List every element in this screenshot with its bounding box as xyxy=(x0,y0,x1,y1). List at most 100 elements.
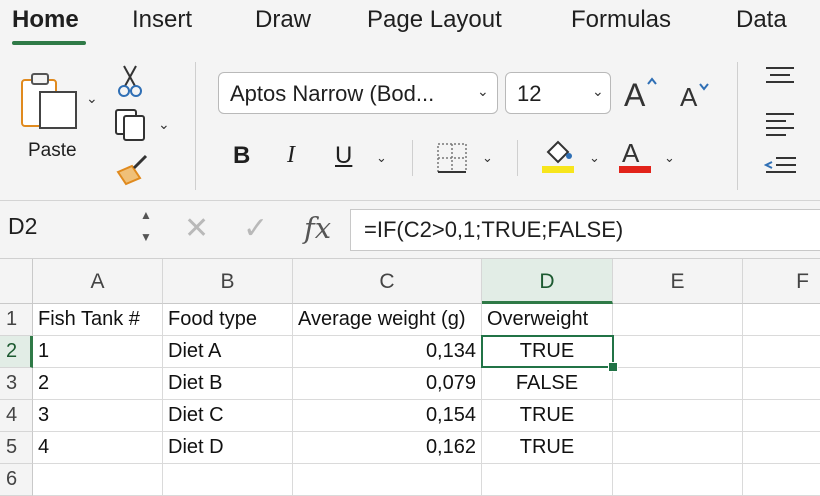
copy-button[interactable] xyxy=(114,108,150,142)
italic-button[interactable]: I xyxy=(287,142,295,168)
cell-c4[interactable]: 0,154 xyxy=(293,400,482,432)
format-painter-button[interactable] xyxy=(114,152,150,186)
row-header-6[interactable]: 6 xyxy=(0,464,33,496)
cell-b6[interactable] xyxy=(163,464,293,496)
cell-b5[interactable]: Diet D xyxy=(163,432,293,464)
row-header-2[interactable]: 2 xyxy=(0,336,33,368)
cell-a4[interactable]: 3 xyxy=(33,400,163,432)
cell-b1[interactable]: Food type xyxy=(163,304,293,336)
cell-e5[interactable] xyxy=(613,432,743,464)
cell-a3[interactable]: 2 xyxy=(33,368,163,400)
cell-e4[interactable] xyxy=(613,400,743,432)
font-name-combo[interactable]: Aptos Narrow (Bod... ⌄ xyxy=(218,72,498,114)
name-box-down-arrow[interactable]: ▼ xyxy=(140,230,152,244)
column-header-e[interactable]: E xyxy=(613,259,743,304)
bold-button[interactable]: B xyxy=(233,142,251,169)
fill-color-dropdown-chevron[interactable]: ⌄ xyxy=(589,150,600,165)
cell-e1[interactable] xyxy=(613,304,743,336)
cell-c2[interactable]: 0,134 xyxy=(293,336,482,368)
enter-icon[interactable]: ✓ xyxy=(243,212,269,245)
tab-draw[interactable]: Draw xyxy=(255,6,312,33)
select-all-corner[interactable] xyxy=(0,259,33,304)
increase-font-icon: A xyxy=(624,77,657,113)
copy-icon xyxy=(115,109,145,141)
cell-d3[interactable]: FALSE xyxy=(482,368,613,400)
fill-color-button[interactable] xyxy=(540,138,576,174)
cell-a2[interactable]: 1 xyxy=(33,336,163,368)
row-header-3[interactable]: 3 xyxy=(0,368,33,400)
cell-e3[interactable] xyxy=(613,368,743,400)
row-header-1[interactable]: 1 xyxy=(0,304,33,336)
scissors-icon xyxy=(118,65,142,97)
active-cell-border xyxy=(481,335,614,368)
tab-formulas[interactable]: Formulas xyxy=(571,6,672,33)
format-painter-icon xyxy=(116,154,148,186)
cell-a5[interactable]: 4 xyxy=(33,432,163,464)
column-header-c[interactable]: C xyxy=(293,259,482,304)
tab-home[interactable]: Home xyxy=(12,6,79,33)
cell-b3[interactable]: Diet B xyxy=(163,368,293,400)
underline-dropdown-chevron[interactable]: ⌄ xyxy=(376,150,387,165)
increase-font-button[interactable]: A xyxy=(624,74,660,113)
column-header-f[interactable]: F xyxy=(743,259,820,304)
cell-f4[interactable] xyxy=(743,400,820,432)
fill-handle[interactable] xyxy=(608,362,618,372)
cell-f6[interactable] xyxy=(743,464,820,496)
ribbon-separator xyxy=(517,140,518,176)
cell-c1[interactable]: Average weight (g) xyxy=(293,304,482,336)
font-size-combo[interactable]: 12 ⌄ xyxy=(505,72,611,114)
cell-b4[interactable]: Diet C xyxy=(163,400,293,432)
cell-d1[interactable]: Overweight xyxy=(482,304,613,336)
tab-insert[interactable]: Insert xyxy=(132,6,193,33)
paste-dropdown-chevron[interactable]: ⌄ xyxy=(86,90,98,106)
column-header-d[interactable]: D xyxy=(482,259,613,304)
cancel-icon[interactable]: ✕ xyxy=(184,212,210,245)
column-header-a[interactable]: A xyxy=(33,259,163,304)
cell-a6[interactable] xyxy=(33,464,163,496)
row-header-4[interactable]: 4 xyxy=(0,400,33,432)
cell-e2[interactable] xyxy=(613,336,743,368)
font-color-dropdown-chevron[interactable]: ⌄ xyxy=(664,150,675,165)
cell-c5[interactable]: 0,162 xyxy=(293,432,482,464)
fx-icon[interactable]: fx xyxy=(304,211,332,245)
chevron-down-icon: ⌄ xyxy=(477,83,489,99)
borders-button[interactable] xyxy=(436,142,468,174)
cell-f1[interactable] xyxy=(743,304,820,336)
cell-f3[interactable] xyxy=(743,368,820,400)
decrease-font-icon: A xyxy=(680,82,709,112)
borders-dropdown-chevron[interactable]: ⌄ xyxy=(482,150,493,165)
row-header-5[interactable]: 5 xyxy=(0,432,33,464)
paste-label: Paste xyxy=(28,140,77,161)
cell-c6[interactable] xyxy=(293,464,482,496)
column-header-b[interactable]: B xyxy=(163,259,293,304)
underline-button[interactable]: U xyxy=(335,142,353,169)
svg-text:A: A xyxy=(622,138,640,168)
cell-d4[interactable]: TRUE xyxy=(482,400,613,432)
cell-b2[interactable]: Diet A xyxy=(163,336,293,368)
copy-dropdown-chevron[interactable]: ⌄ xyxy=(158,116,170,132)
fill-color-icon xyxy=(542,140,574,173)
ribbon-tabs: Home Insert Draw Page Layout Formulas Da… xyxy=(0,0,820,52)
tab-data[interactable]: Data xyxy=(736,6,787,33)
cell-e6[interactable] xyxy=(613,464,743,496)
formula-input[interactable]: =IF(C2>0,1;TRUE;FALSE) xyxy=(350,209,820,251)
cell-a1[interactable]: Fish Tank # xyxy=(33,304,163,336)
font-color-button[interactable]: A xyxy=(617,138,653,174)
cell-d5[interactable]: TRUE xyxy=(482,432,613,464)
cell-f5[interactable] xyxy=(743,432,820,464)
alignment-group[interactable] xyxy=(763,64,798,184)
cell-d6[interactable] xyxy=(482,464,613,496)
name-box-up-arrow[interactable]: ▲ xyxy=(140,208,152,222)
tab-page-layout[interactable]: Page Layout xyxy=(367,6,502,33)
cell-f2[interactable] xyxy=(743,336,820,368)
svg-text:A: A xyxy=(680,82,698,110)
decrease-font-button[interactable]: A xyxy=(680,78,712,112)
cut-button[interactable] xyxy=(116,64,144,98)
paste-button[interactable] xyxy=(18,70,82,132)
ribbon-separator xyxy=(412,140,413,176)
cell-c3[interactable]: 0,079 xyxy=(293,368,482,400)
name-box[interactable]: D2 xyxy=(8,213,38,239)
font-name-value: Aptos Narrow (Bod... xyxy=(230,81,435,106)
spreadsheet-grid[interactable]: A B C D E F 1 Fish Tank # Food type Average weigh… xyxy=(0,259,820,496)
active-tab-indicator xyxy=(12,41,86,45)
